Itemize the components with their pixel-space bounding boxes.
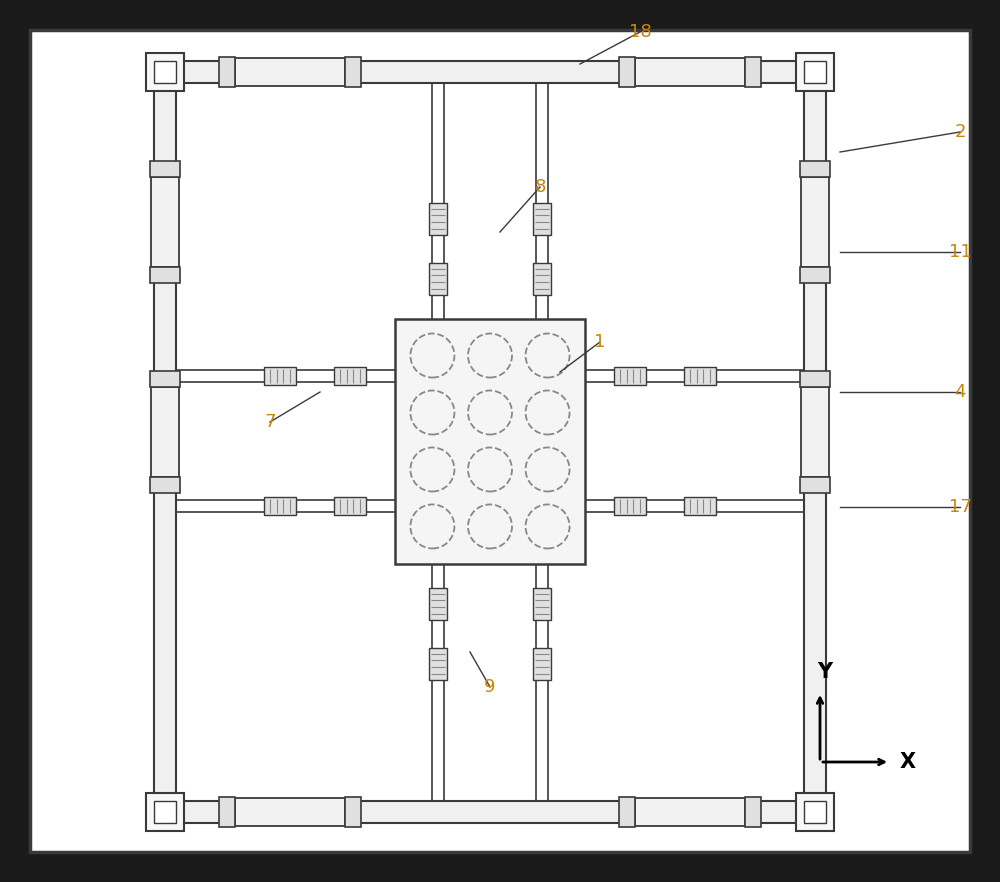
- Bar: [684, 367, 716, 385]
- Bar: [800, 267, 830, 283]
- Bar: [154, 72, 176, 812]
- Bar: [684, 497, 716, 515]
- Bar: [804, 72, 826, 812]
- Bar: [146, 793, 184, 831]
- Text: 8: 8: [534, 178, 546, 196]
- Bar: [796, 793, 834, 831]
- Bar: [804, 801, 826, 823]
- Bar: [219, 797, 235, 827]
- Bar: [150, 371, 180, 387]
- Bar: [154, 61, 176, 83]
- Bar: [533, 263, 551, 295]
- Bar: [334, 497, 366, 515]
- Bar: [165, 801, 815, 823]
- Text: 2: 2: [954, 123, 966, 141]
- Bar: [429, 203, 447, 235]
- Bar: [264, 367, 296, 385]
- Bar: [745, 797, 761, 827]
- Bar: [154, 801, 176, 823]
- Bar: [165, 61, 815, 83]
- Bar: [429, 263, 447, 295]
- Bar: [146, 53, 184, 91]
- Text: 1: 1: [594, 333, 606, 351]
- Bar: [619, 57, 635, 87]
- Bar: [219, 57, 235, 87]
- Text: 18: 18: [629, 23, 651, 41]
- Bar: [796, 53, 834, 91]
- Bar: [801, 177, 829, 267]
- Text: 9: 9: [484, 678, 496, 696]
- Bar: [334, 367, 366, 385]
- Bar: [801, 387, 829, 477]
- Bar: [635, 58, 745, 86]
- Bar: [533, 647, 551, 679]
- Bar: [800, 371, 830, 387]
- Bar: [429, 647, 447, 679]
- Bar: [150, 267, 180, 283]
- Bar: [533, 587, 551, 619]
- Bar: [614, 497, 646, 515]
- Text: 4: 4: [954, 383, 966, 401]
- Bar: [635, 798, 745, 826]
- Bar: [151, 387, 179, 477]
- Bar: [614, 367, 646, 385]
- Text: 17: 17: [949, 498, 971, 516]
- Bar: [150, 477, 180, 493]
- Bar: [345, 797, 361, 827]
- Bar: [264, 497, 296, 515]
- Bar: [429, 587, 447, 619]
- Bar: [150, 161, 180, 177]
- Text: X: X: [900, 752, 916, 772]
- Bar: [804, 61, 826, 83]
- Bar: [395, 318, 585, 564]
- Bar: [619, 797, 635, 827]
- Bar: [745, 57, 761, 87]
- Bar: [800, 477, 830, 493]
- Bar: [345, 57, 361, 87]
- Bar: [533, 203, 551, 235]
- Text: 7: 7: [264, 413, 276, 431]
- Bar: [235, 58, 345, 86]
- Bar: [235, 798, 345, 826]
- Bar: [151, 177, 179, 267]
- Text: 11: 11: [949, 243, 971, 261]
- Bar: [800, 161, 830, 177]
- Text: Y: Y: [817, 662, 833, 682]
